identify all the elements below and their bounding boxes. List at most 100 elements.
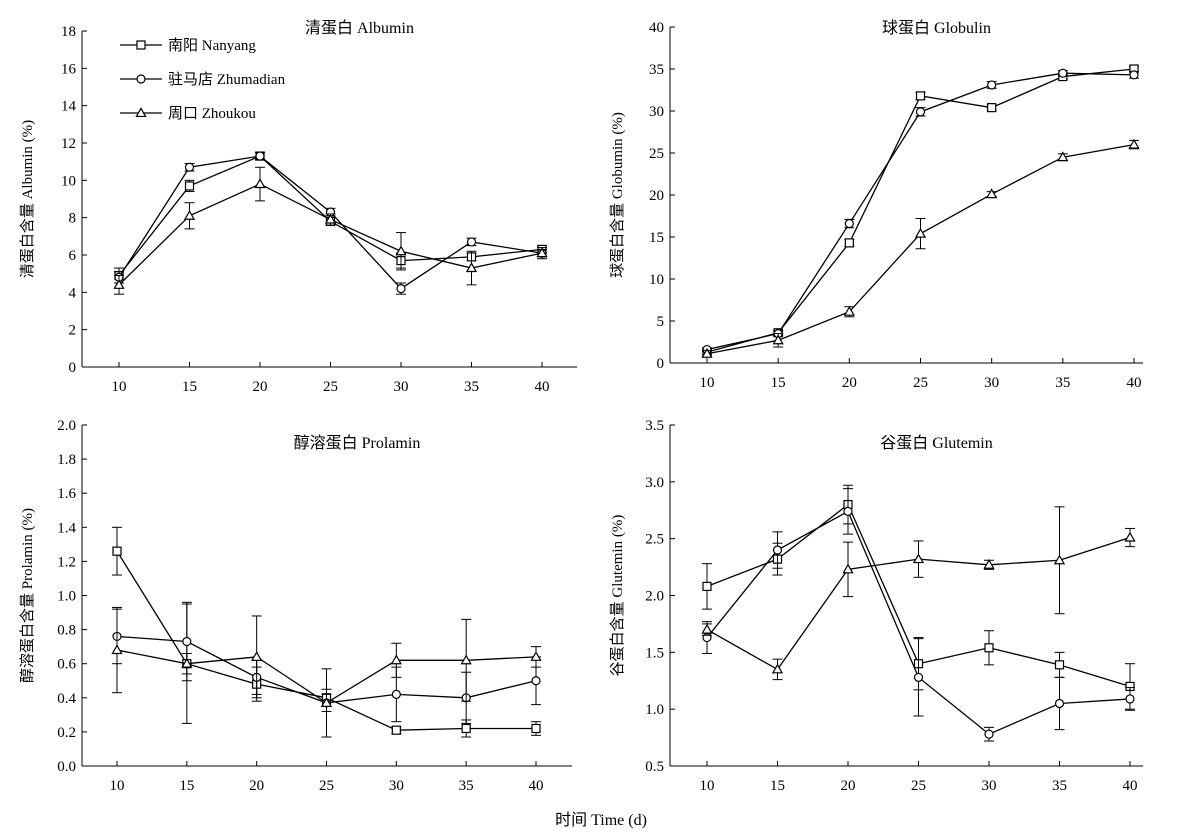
y-tick-label: 20 bbox=[649, 188, 664, 204]
y-tick-label: 0 bbox=[69, 360, 77, 376]
y-tick-label: 0.8 bbox=[57, 623, 76, 639]
y-tick-label: 5 bbox=[657, 314, 665, 330]
x-tick-label: 25 bbox=[913, 375, 928, 391]
x-tick-label: 40 bbox=[1127, 375, 1142, 391]
data-point bbox=[536, 247, 548, 258]
x-tick-label: 20 bbox=[249, 778, 264, 794]
data-point bbox=[466, 237, 477, 247]
y-tick-label: 1.2 bbox=[57, 554, 76, 570]
data-point bbox=[983, 559, 995, 569]
data-point bbox=[1053, 554, 1066, 565]
x-tick-label: 40 bbox=[535, 379, 550, 395]
series-triangle bbox=[111, 606, 542, 712]
y-tick-label: 0.6 bbox=[57, 657, 76, 673]
series-circle bbox=[112, 601, 541, 738]
data-point bbox=[984, 729, 994, 739]
data-point bbox=[183, 209, 196, 220]
data-point bbox=[251, 651, 263, 661]
y-tick-label: 16 bbox=[61, 61, 77, 77]
series-circle bbox=[702, 68, 1139, 355]
series-triangle bbox=[701, 506, 1136, 681]
x-tick-label: 40 bbox=[1123, 778, 1138, 794]
data-point bbox=[530, 651, 542, 661]
shared-x-axis-label: 时间 Time (d) bbox=[555, 812, 647, 829]
data-point bbox=[1054, 698, 1065, 709]
y-tick-label: 1.6 bbox=[57, 486, 76, 502]
chart-title: 清蛋白 Albumin bbox=[305, 19, 414, 37]
chart-panel-4: 0.5 1.0 1.5 2.0 2.5 3.0 3.5 10 15 20 25 30 35 40 谷蛋白 G… bbox=[609, 418, 1143, 794]
x-tick-label: 10 bbox=[110, 778, 125, 794]
y-tick-label: 40 bbox=[649, 20, 664, 36]
series-triangle bbox=[113, 166, 548, 295]
y-axis-label: 醇溶蛋白含量 Prolamin (%) bbox=[19, 508, 36, 683]
y-tick-label: 1.0 bbox=[57, 589, 76, 605]
y-tick-label: 6 bbox=[69, 248, 77, 264]
legend-marker-triangle bbox=[135, 107, 147, 118]
data-point bbox=[702, 581, 712, 592]
data-point bbox=[181, 657, 193, 668]
data-point bbox=[842, 563, 854, 574]
data-point bbox=[1129, 70, 1139, 80]
data-point bbox=[771, 663, 784, 674]
data-point bbox=[1124, 531, 1136, 542]
x-tick-label: 35 bbox=[459, 778, 474, 794]
x-tick-label: 15 bbox=[771, 375, 786, 391]
chart-title: 球蛋白 Globulin bbox=[882, 19, 991, 37]
data-point bbox=[843, 305, 855, 316]
x-tick-label: 35 bbox=[1052, 778, 1067, 794]
y-axis-label: 球蛋白含量 Globumin (%) bbox=[609, 112, 626, 278]
y-tick-label: 0.2 bbox=[57, 725, 76, 741]
data-point bbox=[1057, 151, 1069, 162]
y-tick-label: 15 bbox=[649, 230, 664, 246]
chart-panel-3: 0.0 0.2 0.4 0.6 0.8 1.0 1.2 1.4 1.6 1.8 2.0 10 15 20 2… bbox=[19, 418, 572, 794]
y-tick-label: 10 bbox=[61, 173, 76, 189]
legend-marker-square bbox=[136, 40, 146, 50]
data-point bbox=[391, 689, 401, 699]
y-tick-label: 1.5 bbox=[645, 645, 664, 661]
y-tick-label: 2.0 bbox=[57, 418, 76, 434]
x-tick-label: 30 bbox=[984, 375, 999, 391]
data-point bbox=[324, 213, 337, 224]
data-point bbox=[912, 553, 925, 564]
data-point bbox=[184, 162, 195, 172]
x-tick-label: 20 bbox=[841, 778, 856, 794]
y-tick-label: 10 bbox=[649, 272, 664, 288]
y-tick-label: 18 bbox=[61, 24, 76, 40]
x-tick-label: 30 bbox=[394, 379, 409, 395]
data-point bbox=[915, 107, 926, 117]
y-tick-label: 4 bbox=[69, 285, 77, 301]
y-tick-label: 1.8 bbox=[57, 452, 76, 468]
data-point bbox=[915, 91, 926, 101]
y-tick-label: 3.5 bbox=[645, 418, 664, 434]
data-point bbox=[111, 644, 123, 655]
series-triangle bbox=[701, 138, 1140, 358]
y-tick-label: 14 bbox=[61, 99, 77, 115]
x-tick-label: 15 bbox=[179, 778, 194, 794]
data-point bbox=[1128, 138, 1140, 149]
x-tick-label: 40 bbox=[529, 778, 544, 794]
x-tick-label: 25 bbox=[911, 778, 926, 794]
y-tick-label: 2.0 bbox=[645, 589, 664, 605]
data-point bbox=[320, 697, 333, 707]
x-tick-label: 30 bbox=[982, 778, 997, 794]
legend-item: 南阳 Nanyang bbox=[120, 37, 256, 54]
data-point bbox=[254, 178, 266, 189]
data-point bbox=[913, 672, 924, 682]
chart-title: 醇溶蛋白 Prolamin bbox=[294, 434, 421, 452]
chart-title: 谷蛋白 Glutemin bbox=[880, 434, 992, 452]
legend-label: 周口 Zhoukou bbox=[168, 105, 256, 122]
y-axis-label: 谷蛋白含量 Glutemin (%) bbox=[609, 515, 626, 677]
y-tick-label: 0.4 bbox=[57, 691, 76, 707]
data-point bbox=[772, 334, 784, 345]
x-tick-label: 10 bbox=[700, 778, 715, 794]
x-tick-label: 15 bbox=[770, 778, 785, 794]
data-point bbox=[1125, 694, 1135, 704]
data-point bbox=[914, 227, 927, 238]
legend-label: 南阳 Nanyang bbox=[168, 37, 256, 54]
data-point bbox=[844, 218, 854, 229]
y-tick-label: 1.0 bbox=[645, 702, 664, 718]
data-point bbox=[844, 238, 854, 248]
series-circle bbox=[702, 488, 1135, 742]
x-tick-label: 10 bbox=[112, 379, 127, 395]
